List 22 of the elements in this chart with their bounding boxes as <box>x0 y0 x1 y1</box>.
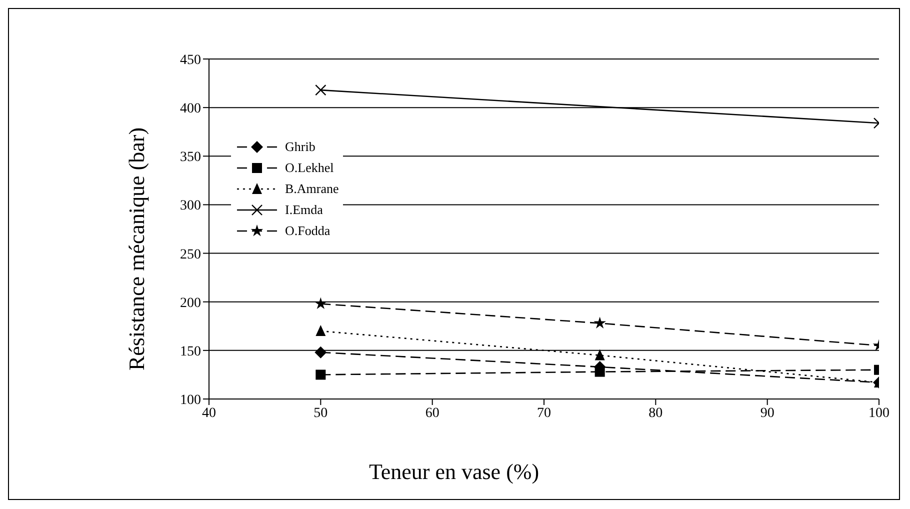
x-tick-label: 60 <box>425 406 440 421</box>
x-tick-label: 40 <box>202 406 216 421</box>
legend-label: Ghrib <box>285 138 316 156</box>
x-tick-label: 50 <box>314 406 328 421</box>
legend-label: B.Amrane <box>285 180 339 198</box>
y-axis-title: Résistance mécanique (bar) <box>124 127 150 371</box>
y-tick-label: 450 <box>180 52 201 68</box>
y-tick-label: 400 <box>180 102 201 117</box>
legend-label: I.Emda <box>285 201 323 219</box>
y-tick-label: 150 <box>180 344 201 360</box>
y-tick-label: 350 <box>180 150 201 166</box>
x-axis-title: Teneur en vase (%) <box>368 459 540 485</box>
y-tick-label: 300 <box>180 198 201 214</box>
x-tick-label: 70 <box>537 406 551 421</box>
x-tick-label: 100 <box>868 406 890 421</box>
x-tick-label: 90 <box>760 406 774 421</box>
y-tick-label: 250 <box>180 247 201 262</box>
legend-label: O.Lekhel <box>285 159 334 177</box>
y-tick-label: 200 <box>180 296 201 311</box>
legend-label: O.Fodda <box>285 222 330 240</box>
y-tick-label: 100 <box>180 392 201 408</box>
x-tick-label: 80 <box>648 406 663 421</box>
